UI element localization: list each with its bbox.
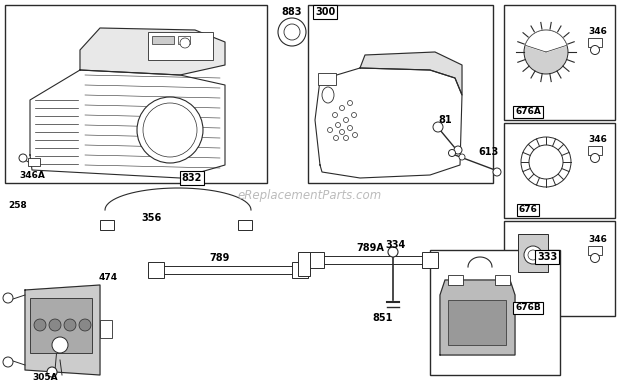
Bar [178, 36, 190, 44]
Circle shape [347, 100, 353, 106]
Circle shape [49, 319, 61, 331]
Polygon shape [360, 52, 462, 95]
Circle shape [388, 247, 398, 257]
Circle shape [327, 128, 332, 133]
Text: 883: 883 [281, 7, 303, 17]
Circle shape [343, 136, 348, 141]
Circle shape [3, 357, 13, 367]
Bar [448, 275, 463, 285]
Circle shape [347, 125, 353, 130]
Text: 676A: 676A [515, 108, 541, 117]
Polygon shape [30, 70, 225, 178]
Circle shape [524, 246, 542, 264]
Bar [504, 123, 615, 218]
Circle shape [332, 112, 337, 117]
Circle shape [454, 146, 462, 154]
Bar [430, 250, 560, 375]
Polygon shape [25, 285, 100, 375]
Text: 676B: 676B [515, 304, 541, 312]
Bar [518, 234, 548, 272]
Bar [318, 73, 336, 85]
Circle shape [143, 103, 197, 157]
Bar [100, 220, 114, 230]
Circle shape [353, 133, 358, 138]
Text: 346: 346 [588, 136, 608, 144]
Bar [588, 38, 602, 47]
Circle shape [284, 24, 300, 40]
Circle shape [64, 319, 76, 331]
Bar [495, 275, 510, 285]
Polygon shape [315, 68, 462, 178]
Circle shape [343, 117, 348, 122]
Bar [504, 5, 615, 120]
Text: 305A: 305A [32, 374, 58, 380]
Circle shape [448, 149, 456, 157]
Bar [422, 252, 438, 268]
Bar [148, 262, 164, 278]
Polygon shape [440, 280, 515, 355]
Text: 789: 789 [210, 253, 230, 263]
Circle shape [524, 30, 568, 74]
Circle shape [590, 253, 600, 263]
Bar [100, 320, 112, 338]
Bar [292, 262, 308, 278]
Circle shape [79, 319, 91, 331]
Text: 474: 474 [99, 274, 118, 282]
Text: eReplacementParts.com: eReplacementParts.com [238, 188, 382, 201]
Polygon shape [80, 28, 225, 75]
Bar [448, 300, 506, 345]
Bar [298, 252, 310, 276]
Circle shape [590, 46, 600, 54]
Ellipse shape [322, 87, 334, 103]
Circle shape [34, 319, 46, 331]
Circle shape [334, 136, 339, 141]
Circle shape [340, 106, 345, 111]
Bar [238, 220, 252, 230]
Text: 832: 832 [182, 173, 202, 183]
Bar [148, 32, 213, 60]
Circle shape [493, 168, 501, 176]
Bar [30, 298, 92, 353]
Bar [504, 221, 615, 316]
Text: 334: 334 [385, 240, 405, 250]
Text: 356: 356 [142, 213, 162, 223]
Bar [308, 252, 324, 268]
Text: 346: 346 [588, 27, 608, 36]
Circle shape [528, 250, 538, 260]
Circle shape [433, 122, 443, 132]
Text: 851: 851 [373, 313, 393, 323]
Bar [308, 5, 493, 183]
Text: 346A: 346A [19, 171, 45, 179]
Circle shape [278, 18, 306, 46]
Circle shape [352, 112, 356, 117]
Circle shape [340, 130, 345, 135]
Circle shape [521, 137, 571, 187]
Circle shape [180, 38, 190, 48]
Circle shape [19, 154, 27, 162]
Circle shape [335, 122, 340, 128]
Bar [5, 5, 267, 183]
Circle shape [52, 337, 68, 353]
Text: 258: 258 [9, 201, 27, 209]
Circle shape [3, 293, 13, 303]
Text: 789A: 789A [356, 243, 384, 253]
Bar [152, 36, 174, 44]
Circle shape [137, 97, 203, 163]
Bar [588, 146, 602, 155]
Text: 346: 346 [588, 236, 608, 244]
Circle shape [459, 154, 465, 160]
Circle shape [529, 145, 563, 179]
Text: 676: 676 [518, 206, 538, 214]
Circle shape [47, 367, 57, 377]
Bar [28, 158, 40, 166]
Circle shape [590, 154, 600, 163]
Text: 300: 300 [315, 7, 335, 17]
Text: 81: 81 [438, 115, 452, 125]
Text: 333: 333 [537, 252, 557, 262]
Bar [588, 246, 602, 255]
Text: 613: 613 [478, 147, 498, 157]
Polygon shape [525, 30, 567, 52]
